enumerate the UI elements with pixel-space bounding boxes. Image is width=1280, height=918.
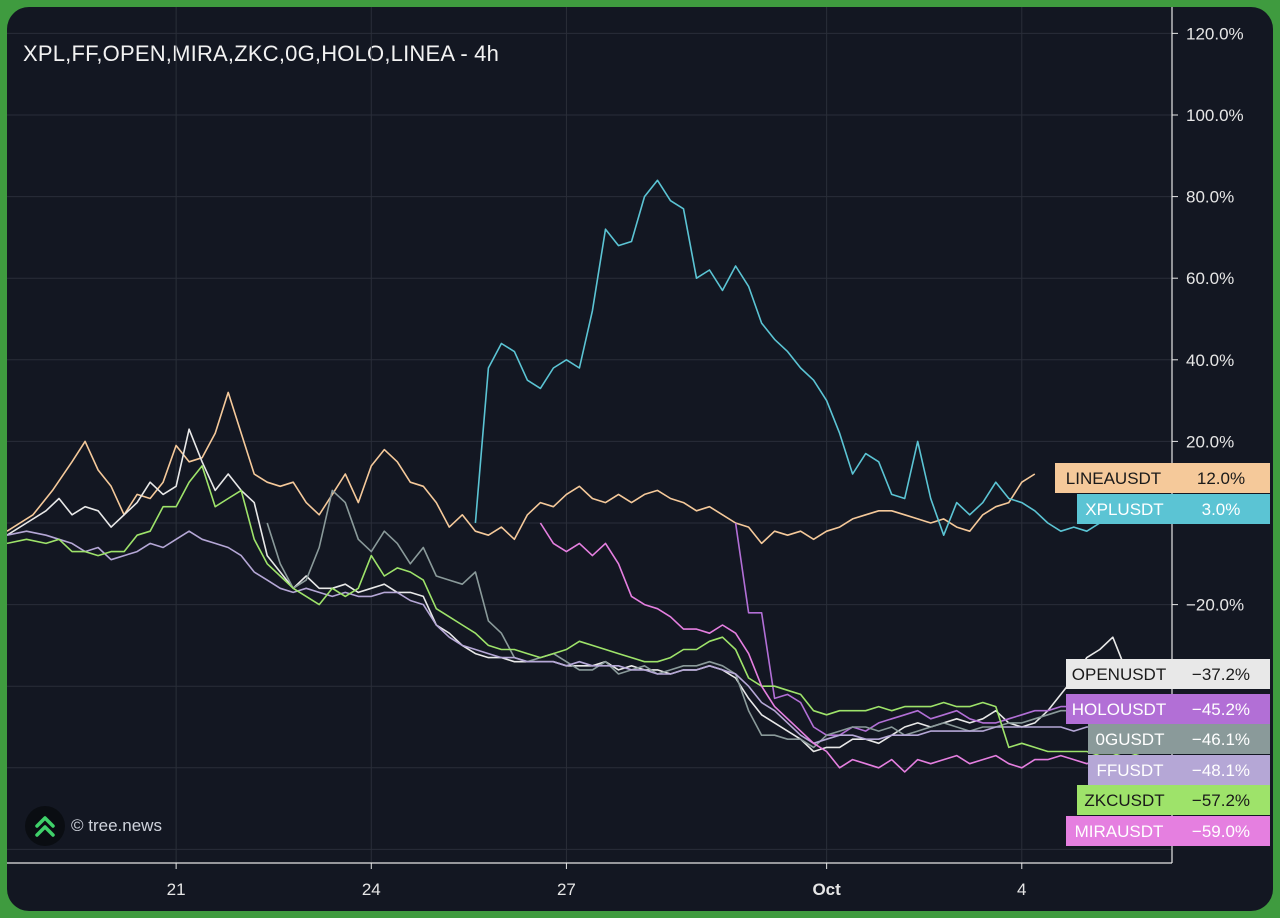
x-tick-label: 24 — [362, 880, 381, 899]
series-layer — [7, 179, 1140, 773]
x-tick-label: 4 — [1017, 880, 1026, 899]
watermark-text: © tree.news — [71, 816, 162, 835]
label-bg — [1088, 755, 1172, 785]
series-name-label: LINEAUSDT — [1066, 469, 1161, 488]
value-bg — [1172, 494, 1270, 524]
series-name-label: MIRAUSDT — [1075, 822, 1164, 841]
chart-title: XPL,FF,OPEN,MIRA,ZKC,0G,HOLO,LINEA - 4h — [23, 41, 500, 66]
y-tick-label: 120.0% — [1186, 24, 1244, 43]
y-tick-label: 100.0% — [1186, 106, 1244, 125]
series-last-value: −45.2% — [1192, 700, 1250, 719]
series-name-label: HOLOUSDT — [1072, 700, 1166, 719]
y-tick-label: 60.0% — [1186, 269, 1234, 288]
y-tick-label: −20.0% — [1186, 596, 1244, 615]
series-last-value: 3.0% — [1202, 500, 1241, 519]
series-line-xplusdt[interactable] — [474, 179, 1127, 536]
series-last-value: −46.1% — [1192, 730, 1250, 749]
series-line-ffusdt[interactable] — [7, 530, 1140, 745]
label-bg — [1077, 785, 1172, 815]
value-bg — [1172, 724, 1270, 754]
label-bg — [1066, 694, 1172, 724]
price-label-mirausdt: MIRAUSDT −59.0% — [1066, 816, 1270, 846]
y-tick-label: 40.0% — [1186, 351, 1234, 370]
series-last-value: −57.2% — [1192, 791, 1250, 810]
series-last-value: −37.2% — [1192, 665, 1250, 684]
series-name-label: OPENUSDT — [1072, 665, 1166, 684]
label-bg — [1077, 494, 1172, 524]
label-bg — [1055, 463, 1172, 493]
price-labels: LINEAUSDT 12.0% XPLUSDT 3.0% OPENUSDT −37.2% H… — [1055, 463, 1270, 846]
value-bg — [1172, 755, 1270, 785]
value-bg — [1172, 785, 1270, 815]
x-tick-label: 27 — [557, 880, 576, 899]
watermark: © tree.news — [25, 806, 162, 846]
price-label-lineausdt: LINEAUSDT 12.0% — [1055, 463, 1270, 493]
series-line-zkcusdt[interactable] — [7, 465, 1140, 757]
price-label-zkcusdt: ZKCUSDT −57.2% — [1077, 785, 1270, 815]
price-label-holousdt: HOLOUSDT −45.2% — [1066, 694, 1270, 724]
series-last-value: −48.1% — [1192, 761, 1250, 780]
axis-layer: 120.0% 100.0% 80.0% 60.0% 40.0% 20.0% −20.0% 21… — [7, 7, 1244, 899]
value-bg — [1172, 463, 1270, 493]
series-last-value: 12.0% — [1197, 469, 1245, 488]
label-bg — [1066, 659, 1172, 689]
label-bg — [1088, 724, 1172, 754]
grid — [7, 7, 1172, 863]
series-last-value: −59.0% — [1192, 822, 1250, 841]
price-label-0gusdt: 0GUSDT −46.1% — [1088, 724, 1270, 754]
x-tick-label: Oct — [812, 880, 841, 899]
value-bg — [1172, 659, 1270, 689]
label-bg — [1066, 816, 1172, 846]
x-tick-label: 21 — [167, 880, 186, 899]
series-name-label: 0GUSDT — [1096, 730, 1165, 749]
y-tick-label: 20.0% — [1186, 432, 1234, 451]
series-name-label: ZKCUSDT — [1084, 791, 1164, 810]
line-chart[interactable]: 120.0% 100.0% 80.0% 60.0% 40.0% 20.0% −20.0% 21… — [7, 7, 1273, 911]
series-line-openusdt[interactable] — [7, 428, 1140, 753]
price-label-ffusdt: FFUSDT −48.1% — [1088, 755, 1270, 785]
chart-frame: XPL,FF,OPEN,MIRA,ZKC,0G,HOLO,LINEA - 4h … — [7, 7, 1273, 911]
value-bg — [1172, 694, 1270, 724]
value-bg — [1172, 816, 1270, 846]
series-name-label: FFUSDT — [1096, 761, 1163, 780]
series-line-0gusdt[interactable] — [266, 489, 1139, 749]
price-label-xplusdt: XPLUSDT 3.0% — [1077, 494, 1270, 524]
y-tick-label: 80.0% — [1186, 188, 1234, 207]
tree-news-logo-icon — [25, 806, 65, 846]
series-name-label: XPLUSDT — [1085, 500, 1163, 519]
price-label-openusdt: OPENUSDT −37.2% — [1066, 659, 1270, 689]
series-line-mirausdt[interactable] — [539, 522, 1140, 773]
